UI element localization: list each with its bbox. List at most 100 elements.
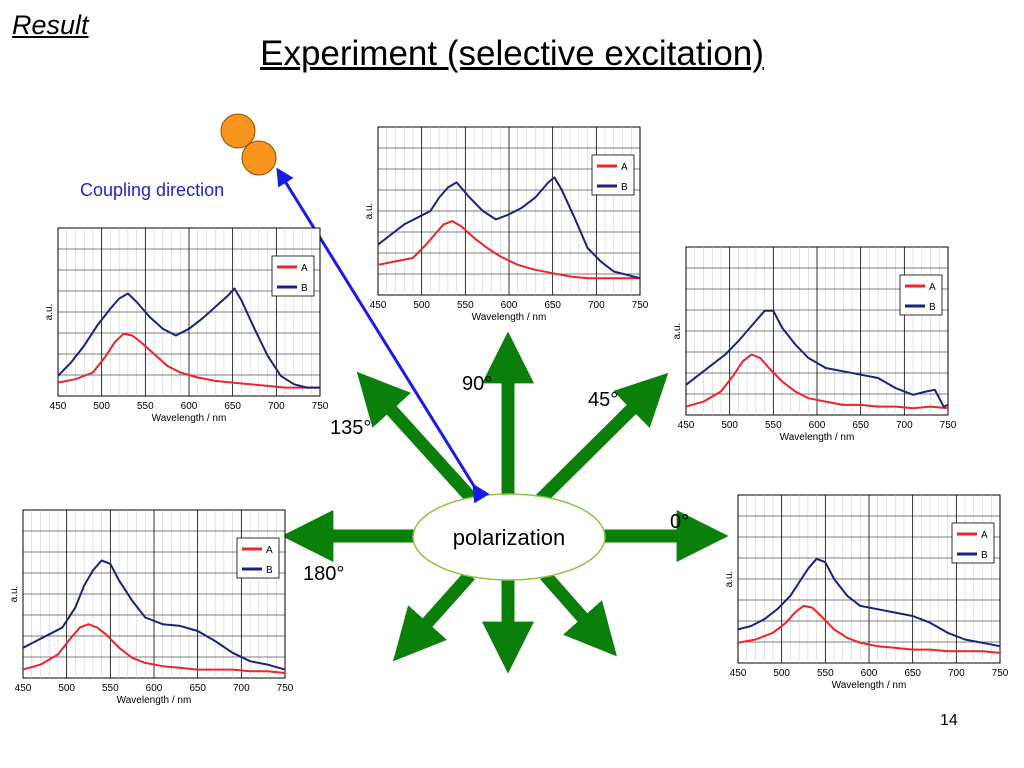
polarization-ellipse bbox=[412, 493, 606, 581]
x-tick-label: 500 bbox=[93, 401, 110, 412]
legend: AB bbox=[899, 274, 943, 316]
series-line-a bbox=[377, 220, 640, 280]
series-line-b bbox=[22, 559, 286, 671]
x-tick-label: 700 bbox=[948, 668, 965, 679]
legend-label-b: B bbox=[621, 182, 628, 193]
x-tick-label: 750 bbox=[940, 420, 957, 431]
particle-bottom bbox=[241, 140, 277, 176]
angle-label-45: 45° bbox=[588, 389, 618, 411]
y-axis-label: a.u. bbox=[672, 323, 683, 340]
x-tick-label: 550 bbox=[137, 401, 154, 412]
x-axis-label: Wavelength / nm bbox=[832, 680, 907, 691]
legend-box bbox=[899, 274, 943, 316]
grid bbox=[686, 247, 948, 415]
slide-number: 14 bbox=[940, 712, 958, 729]
spectrum-chart-90: 450 500 550 600 650 700 750 Wavelength / nm a.u.… bbox=[364, 126, 649, 323]
legend-label-a: A bbox=[621, 162, 628, 173]
grid bbox=[23, 510, 285, 678]
legend-box bbox=[271, 255, 315, 297]
x-tick-label: 650 bbox=[189, 683, 206, 694]
legend: AB bbox=[236, 537, 280, 579]
series-line-b bbox=[685, 309, 949, 408]
x-tick-label: 650 bbox=[544, 300, 561, 311]
coupling-direction-arrow bbox=[276, 167, 490, 504]
legend: AB bbox=[591, 154, 635, 196]
x-axis-label: Wavelength / nm bbox=[117, 695, 192, 706]
x-tick-label: 550 bbox=[457, 300, 474, 311]
spectrum-chart-135: 450 500 550 600 650 700 750 Wavelength / nm a.u.… bbox=[44, 227, 329, 424]
x-tick-label: 450 bbox=[370, 300, 387, 311]
page-title-text: Experiment (selective excitation) bbox=[260, 34, 764, 73]
x-tick-label: 650 bbox=[904, 668, 921, 679]
x-axis-label: Wavelength / nm bbox=[472, 312, 547, 323]
x-tick-label: 600 bbox=[861, 668, 878, 679]
legend: AB bbox=[951, 522, 995, 564]
x-tick-label: 450 bbox=[15, 683, 32, 694]
coupling-direction-label: Coupling direction bbox=[80, 180, 225, 200]
x-tick-label: 500 bbox=[58, 683, 75, 694]
x-tick-label: 700 bbox=[896, 420, 913, 431]
x-tick-label: 600 bbox=[146, 683, 163, 694]
x-tick-label: 500 bbox=[413, 300, 430, 311]
legend-label-b: B bbox=[266, 565, 273, 576]
grid bbox=[378, 127, 640, 295]
series-line-a bbox=[685, 353, 949, 410]
result-label: Result bbox=[12, 10, 89, 40]
series-line-a bbox=[22, 623, 286, 674]
x-tick-label: 650 bbox=[852, 420, 869, 431]
legend-label-a: A bbox=[266, 545, 273, 556]
arrow-315 bbox=[540, 570, 617, 657]
legend-box bbox=[591, 154, 635, 196]
x-axis-label: Wavelength / nm bbox=[780, 432, 855, 443]
x-tick-label: 750 bbox=[632, 300, 649, 311]
legend-label-b: B bbox=[981, 550, 988, 561]
x-tick-label: 650 bbox=[224, 401, 241, 412]
series-line-a bbox=[57, 332, 320, 389]
y-axis-label: a.u. bbox=[364, 203, 375, 220]
series-line-b bbox=[57, 287, 320, 389]
y-axis-label: a.u. bbox=[9, 586, 20, 603]
x-tick-label: 500 bbox=[773, 668, 790, 679]
arrow-225 bbox=[392, 570, 475, 662]
angle-label-0: 0° bbox=[670, 511, 689, 533]
particle-pair bbox=[220, 113, 277, 176]
y-axis-label: a.u. bbox=[44, 304, 55, 321]
particle-top bbox=[220, 113, 256, 149]
polarization-label: polarization bbox=[453, 525, 566, 550]
legend: AB bbox=[271, 255, 315, 297]
x-tick-label: 450 bbox=[50, 401, 67, 412]
x-tick-label: 550 bbox=[102, 683, 119, 694]
x-tick-label: 500 bbox=[721, 420, 738, 431]
arrow-45 bbox=[535, 372, 669, 505]
legend-label-b: B bbox=[929, 302, 936, 313]
x-tick-label: 550 bbox=[765, 420, 782, 431]
legend-box bbox=[951, 522, 995, 564]
series-line-b bbox=[377, 176, 641, 280]
y-axis-label: a.u. bbox=[724, 571, 735, 588]
x-tick-label: 450 bbox=[730, 668, 747, 679]
x-tick-label: 600 bbox=[809, 420, 826, 431]
legend-label-a: A bbox=[929, 282, 936, 293]
legend-label-b: B bbox=[301, 283, 308, 294]
x-tick-label: 750 bbox=[312, 401, 329, 412]
x-tick-label: 700 bbox=[268, 401, 285, 412]
page-title: Experiment (selective excitation) bbox=[0, 34, 1024, 74]
legend-label-a: A bbox=[981, 530, 988, 541]
x-tick-label: 750 bbox=[277, 683, 294, 694]
x-tick-label: 450 bbox=[678, 420, 695, 431]
arrow-135 bbox=[356, 371, 478, 505]
legend-label-a: A bbox=[301, 263, 308, 274]
series-line-a bbox=[737, 604, 1001, 654]
x-tick-label: 600 bbox=[501, 300, 518, 311]
spectrum-chart-0: 450 500 550 600 650 700 750 Wavelength / nm a.u.… bbox=[724, 494, 1009, 691]
x-tick-label: 550 bbox=[817, 668, 834, 679]
x-tick-label: 600 bbox=[181, 401, 198, 412]
x-tick-label: 750 bbox=[992, 668, 1009, 679]
angle-label-90: 90° bbox=[462, 373, 492, 395]
spectrum-chart-180: 450 500 550 600 650 700 750 Wavelength / nm a.u.… bbox=[9, 509, 294, 706]
angle-label-180: 180° bbox=[303, 563, 344, 585]
series-line-b bbox=[737, 557, 1001, 648]
x-tick-label: 700 bbox=[233, 683, 250, 694]
x-axis-label: Wavelength / nm bbox=[152, 413, 227, 424]
